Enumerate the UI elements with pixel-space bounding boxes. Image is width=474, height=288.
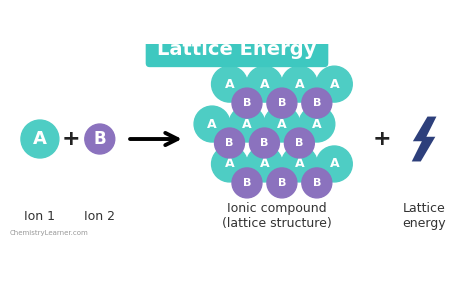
Text: A: A	[329, 78, 339, 91]
Text: A: A	[329, 158, 339, 170]
Text: B: B	[278, 98, 286, 108]
Text: B: B	[313, 98, 321, 108]
FancyBboxPatch shape	[146, 32, 328, 67]
Circle shape	[85, 124, 115, 154]
Text: B: B	[93, 130, 106, 148]
Text: A: A	[225, 78, 234, 91]
Circle shape	[267, 88, 297, 118]
Text: B: B	[313, 178, 321, 188]
Circle shape	[232, 168, 262, 198]
Text: ChemistryLearner.com: ChemistryLearner.com	[9, 230, 88, 236]
Polygon shape	[412, 117, 437, 162]
Text: B: B	[243, 98, 251, 108]
Circle shape	[284, 128, 314, 158]
Text: A: A	[260, 158, 269, 170]
Circle shape	[232, 88, 262, 118]
Text: A: A	[260, 78, 269, 91]
Text: B: B	[243, 178, 251, 188]
Text: Ionic compound
(lattice structure): Ionic compound (lattice structure)	[222, 202, 332, 230]
Text: A: A	[242, 118, 252, 130]
Circle shape	[246, 66, 283, 102]
Text: A: A	[207, 118, 217, 130]
Circle shape	[316, 66, 352, 102]
Text: B: B	[225, 138, 234, 148]
Circle shape	[211, 146, 247, 182]
Circle shape	[215, 128, 245, 158]
Circle shape	[249, 128, 279, 158]
Circle shape	[21, 120, 59, 158]
Circle shape	[302, 168, 332, 198]
Circle shape	[282, 66, 317, 102]
Circle shape	[302, 88, 332, 118]
Text: +: +	[373, 129, 391, 149]
Text: Ion 2: Ion 2	[84, 210, 115, 223]
Circle shape	[299, 106, 335, 142]
Text: A: A	[294, 78, 304, 91]
Text: A: A	[312, 118, 322, 130]
Circle shape	[316, 146, 352, 182]
Text: A: A	[33, 130, 47, 148]
Circle shape	[211, 66, 247, 102]
Circle shape	[264, 106, 300, 142]
Text: A: A	[225, 158, 234, 170]
Text: B: B	[278, 178, 286, 188]
Circle shape	[229, 106, 265, 142]
Circle shape	[282, 146, 317, 182]
Text: B: B	[260, 138, 269, 148]
Text: A: A	[294, 158, 304, 170]
Text: A: A	[277, 118, 287, 130]
Text: Lattice Energy: Lattice Energy	[157, 40, 317, 59]
Circle shape	[246, 146, 283, 182]
Text: B: B	[295, 138, 303, 148]
Circle shape	[267, 168, 297, 198]
Text: Ion 1: Ion 1	[25, 210, 55, 223]
Circle shape	[194, 106, 230, 142]
Text: Lattice
energy: Lattice energy	[402, 202, 446, 230]
Text: +: +	[62, 129, 80, 149]
